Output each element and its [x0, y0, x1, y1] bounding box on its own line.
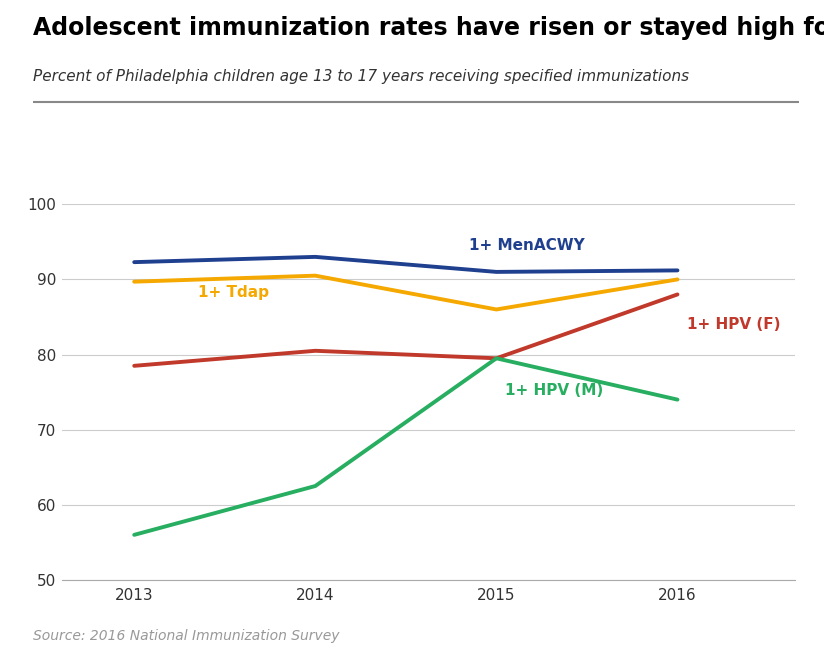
Text: 1+ HPV (F): 1+ HPV (F) — [686, 317, 780, 332]
Text: 1+ Tdap: 1+ Tdap — [198, 285, 269, 301]
Text: 1+ MenACWY: 1+ MenACWY — [469, 238, 585, 253]
Text: 1+ HPV (M): 1+ HPV (M) — [505, 383, 604, 398]
Text: Adolescent immunization rates have risen or stayed high for years: Adolescent immunization rates have risen… — [33, 16, 824, 40]
Text: Source: 2016 National Immunization Survey: Source: 2016 National Immunization Surve… — [33, 629, 339, 643]
Text: Percent of Philadelphia children age 13 to 17 years receiving specified immuniza: Percent of Philadelphia children age 13 … — [33, 69, 689, 84]
